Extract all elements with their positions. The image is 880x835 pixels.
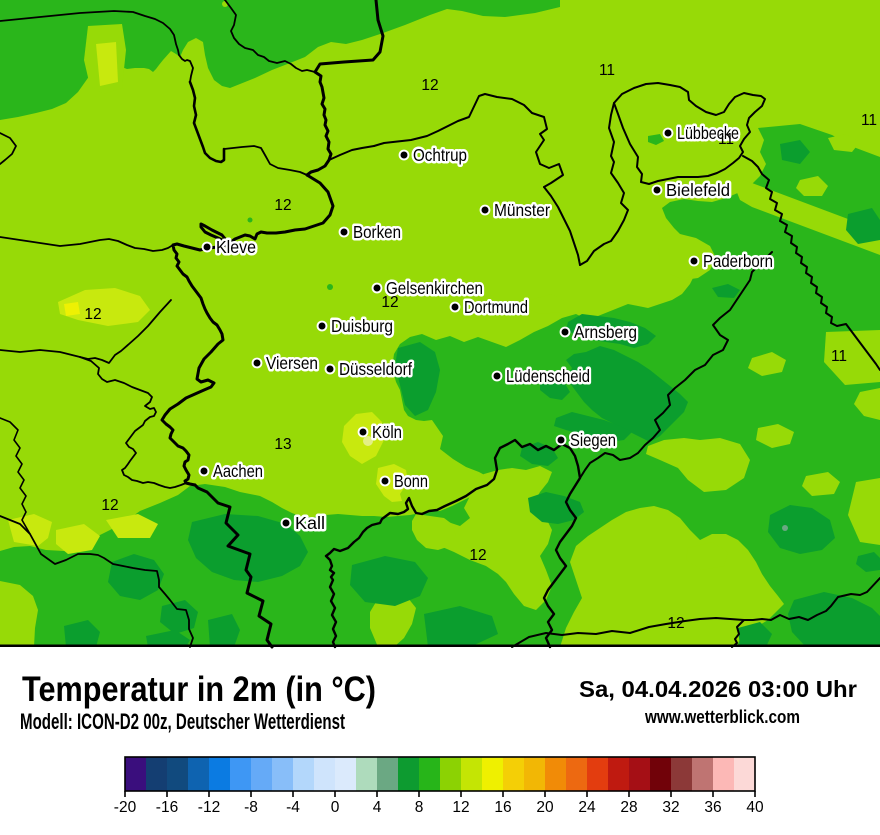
svg-text:-16: -16	[156, 799, 178, 816]
svg-text:4: 4	[373, 799, 382, 816]
svg-text:13: 13	[274, 436, 291, 453]
svg-text:-20: -20	[114, 799, 137, 816]
svg-text:12: 12	[274, 197, 291, 214]
svg-text:24: 24	[578, 799, 596, 816]
svg-text:11: 11	[718, 131, 734, 148]
svg-text:12: 12	[381, 294, 398, 311]
svg-text:40: 40	[746, 799, 764, 816]
svg-text:Aachen: Aachen	[213, 461, 263, 481]
svg-text:11: 11	[831, 348, 847, 365]
svg-text:Sa, 04.04.2026 03:00 Uhr: Sa, 04.04.2026 03:00 Uhr	[579, 676, 857, 702]
svg-text:Siegen: Siegen	[570, 430, 616, 450]
svg-text:Lübbecke: Lübbecke	[677, 123, 739, 143]
svg-text:11: 11	[599, 62, 615, 79]
svg-text:Düsseldorf: Düsseldorf	[339, 359, 412, 379]
svg-text:36: 36	[704, 799, 721, 816]
svg-text:Duisburg: Duisburg	[331, 316, 393, 336]
svg-text:Modell: ICON-D2 00z, Deutscher: Modell: ICON-D2 00z, Deutscher Wetterdie…	[20, 709, 345, 734]
svg-text:12: 12	[667, 615, 684, 632]
svg-text:Bonn: Bonn	[394, 471, 428, 491]
svg-text:-8: -8	[244, 799, 258, 816]
svg-text:12: 12	[101, 497, 118, 514]
svg-text:11: 11	[861, 112, 877, 129]
svg-text:Arnsberg: Arnsberg	[574, 322, 637, 342]
svg-text:www.wetterblick.com: www.wetterblick.com	[644, 707, 800, 727]
svg-text:Kall: Kall	[295, 513, 325, 533]
svg-text:-12: -12	[198, 799, 220, 816]
svg-text:Borken: Borken	[353, 222, 401, 242]
svg-text:12: 12	[469, 547, 486, 564]
svg-text:8: 8	[415, 799, 424, 816]
svg-text:Temperatur in 2m (in °C): Temperatur in 2m (in °C)	[22, 670, 376, 709]
svg-text:16: 16	[494, 799, 511, 816]
svg-text:20: 20	[536, 799, 554, 816]
svg-text:Viersen: Viersen	[266, 353, 318, 373]
svg-text:Kleve: Kleve	[216, 237, 256, 257]
svg-text:Lüdenscheid: Lüdenscheid	[506, 366, 590, 386]
svg-text:12: 12	[452, 799, 469, 816]
svg-text:Gelsenkirchen: Gelsenkirchen	[386, 278, 483, 298]
svg-text:12: 12	[421, 77, 438, 94]
svg-text:0: 0	[331, 799, 340, 816]
svg-text:Münster: Münster	[494, 200, 550, 220]
svg-text:Bielefeld: Bielefeld	[666, 180, 730, 200]
svg-text:Dortmund: Dortmund	[464, 297, 528, 317]
svg-text:28: 28	[620, 799, 637, 816]
svg-text:-4: -4	[286, 799, 300, 816]
svg-text:12: 12	[84, 306, 101, 323]
svg-text:Paderborn: Paderborn	[703, 251, 773, 271]
svg-text:32: 32	[662, 799, 679, 816]
svg-text:Ochtrup: Ochtrup	[413, 145, 467, 165]
svg-text:Köln: Köln	[372, 422, 402, 442]
